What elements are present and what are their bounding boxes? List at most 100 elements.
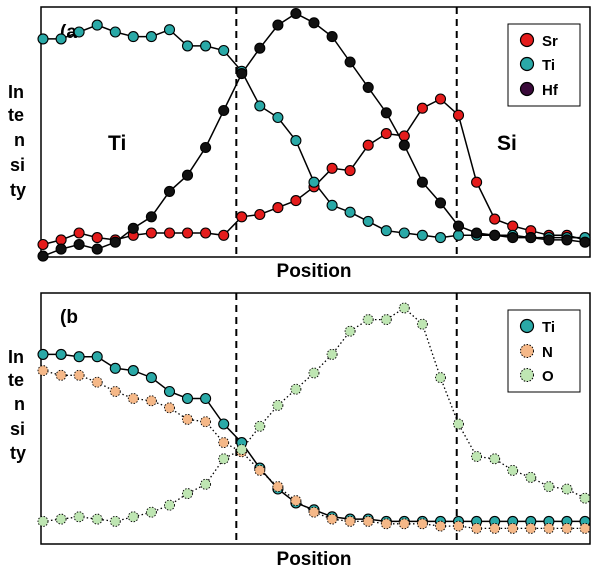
- panel-b-ylabel-line: In: [8, 347, 24, 367]
- data-point-sr: [73, 227, 85, 239]
- legend-marker-n: [520, 344, 534, 358]
- data-point-n: [471, 522, 483, 534]
- data-point-o: [91, 513, 103, 525]
- data-point-hf: [380, 107, 392, 119]
- data-point-ti: [55, 33, 67, 45]
- data-point-ti: [218, 418, 230, 430]
- data-point-sr: [55, 234, 67, 246]
- data-point-sr: [398, 130, 410, 142]
- data-point-ti: [91, 19, 103, 31]
- data-point-o: [326, 348, 338, 360]
- data-point-ti: [254, 100, 266, 112]
- data-point-sr: [91, 232, 103, 244]
- data-point-hf: [55, 243, 67, 255]
- data-point-sr: [163, 227, 176, 239]
- data-point-o: [200, 478, 212, 490]
- data-point-n: [109, 386, 121, 397]
- data-point-n: [272, 481, 284, 493]
- data-point-hf: [326, 31, 338, 43]
- panel-b-label: (b: [60, 307, 78, 328]
- legend-label-n: N: [542, 344, 553, 361]
- data-point-o: [164, 499, 175, 511]
- data-point-hf: [109, 236, 121, 248]
- data-point-hf: [452, 220, 465, 232]
- panel-b-series-markers: [37, 302, 591, 534]
- data-point-hf: [236, 68, 248, 80]
- panel-a-y-axis-label: In te n si ty: [8, 82, 26, 200]
- data-point-n: [55, 369, 67, 381]
- data-point-ti: [290, 135, 302, 147]
- data-point-sr: [181, 227, 194, 239]
- legend-label-ti: Ti: [542, 319, 555, 336]
- data-point-n: [380, 518, 392, 530]
- data-point-ti: [181, 392, 194, 405]
- data-point-hf: [272, 19, 284, 31]
- panel-b-plot-frame: [40, 292, 591, 545]
- data-point-hf: [434, 197, 447, 209]
- legend-marker-o: [520, 368, 534, 382]
- data-point-n: [344, 515, 356, 527]
- data-point-ti: [163, 24, 176, 36]
- panel-b-ylabel-line: si: [10, 419, 25, 439]
- data-point-n: [164, 402, 175, 414]
- data-point-sr: [416, 102, 428, 114]
- data-point-o: [109, 515, 121, 527]
- data-point-n: [398, 518, 410, 530]
- panel-a-ylabel-line: te: [8, 105, 24, 125]
- panel-b: (b In te n si ty Position Ti N O: [8, 292, 591, 570]
- data-point-ti: [73, 26, 85, 38]
- data-point-o: [254, 420, 266, 432]
- data-point-n: [290, 495, 302, 507]
- data-point-o: [398, 302, 410, 314]
- data-point-o: [471, 451, 483, 462]
- panel-a-ylabel-line: si: [10, 155, 25, 175]
- data-point-hf: [471, 227, 483, 239]
- data-point-ti: [344, 206, 356, 218]
- data-point-ti: [181, 40, 194, 52]
- data-point-hf: [218, 104, 230, 117]
- panel-a-ylabel-line: n: [14, 130, 25, 150]
- data-point-hf: [290, 7, 302, 20]
- data-point-n: [182, 413, 193, 425]
- data-point-n: [435, 520, 446, 532]
- data-point-n: [326, 513, 338, 525]
- data-point-n: [525, 522, 537, 534]
- data-point-n: [91, 376, 103, 388]
- data-point-sr: [254, 208, 266, 221]
- data-point-hf: [73, 238, 85, 251]
- panel-a-series-markers: [37, 7, 591, 262]
- data-point-o: [308, 367, 320, 379]
- data-point-n: [200, 416, 212, 428]
- data-point-ti: [416, 229, 428, 241]
- panel-b-ylabel-line: n: [14, 394, 25, 414]
- data-point-ti: [272, 111, 284, 124]
- data-point-n: [543, 522, 555, 534]
- data-point-sr: [145, 227, 157, 239]
- data-point-n: [73, 369, 85, 381]
- panel-a-ylabel-line: ty: [10, 180, 26, 200]
- data-point-o: [435, 372, 446, 384]
- data-point-ti: [55, 348, 67, 360]
- data-point-ti: [163, 385, 176, 398]
- data-point-ti: [73, 351, 85, 363]
- legend-marker-ti: [519, 318, 535, 334]
- data-point-o: [579, 492, 591, 504]
- panel-b-x-axis-label: Position: [277, 549, 352, 570]
- data-point-sr: [380, 128, 392, 140]
- data-point-o: [236, 444, 248, 455]
- data-point-n: [489, 522, 501, 534]
- data-point-ti: [452, 229, 465, 241]
- data-point-hf: [525, 232, 537, 244]
- data-point-sr: [434, 93, 447, 105]
- data-point-hf: [543, 234, 555, 246]
- data-point-ti: [37, 348, 49, 360]
- data-point-o: [127, 511, 139, 523]
- data-point-o: [507, 464, 519, 476]
- panel-b-ylabel-line: te: [8, 370, 24, 390]
- data-point-hf: [489, 229, 501, 241]
- data-point-o: [218, 453, 230, 465]
- data-point-hf: [91, 243, 103, 255]
- data-point-o: [362, 314, 374, 326]
- data-point-o: [453, 418, 464, 430]
